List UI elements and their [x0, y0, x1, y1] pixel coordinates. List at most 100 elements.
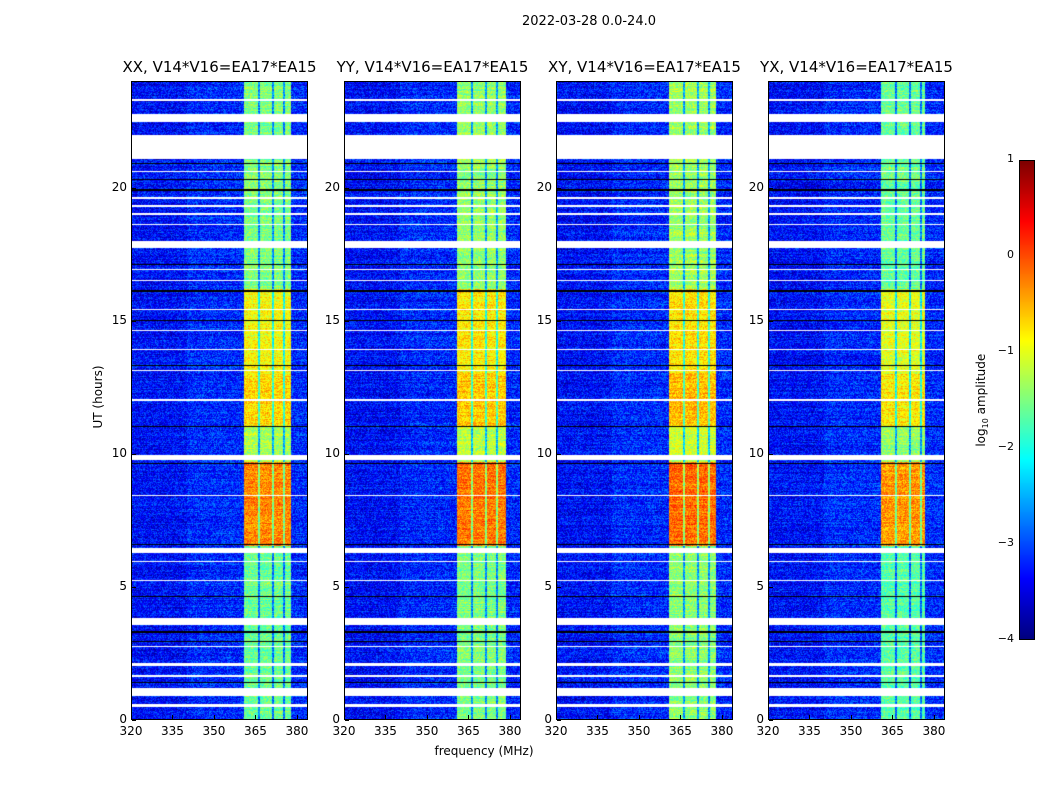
x-axis-label: frequency (MHz) [434, 744, 534, 758]
y-tick-mark [769, 320, 773, 322]
panel-title: YY, V14*V16=EA17*EA15 [336, 58, 529, 76]
y-tick-label: 5 [544, 578, 552, 593]
y-tick-label: 0 [756, 712, 764, 726]
y-tick-label: 5 [756, 578, 764, 593]
x-tick-label: 380 [922, 724, 946, 738]
y-tick-label: 5 [119, 578, 127, 593]
y-tick-mark [345, 720, 349, 721]
x-tick-label: 365 [669, 724, 692, 738]
y-tick-label: 15 [748, 312, 764, 327]
y-tick-label: 10 [748, 445, 764, 460]
x-tick-mark [933, 715, 935, 719]
y-tick-mark [769, 453, 773, 455]
y-tick-label: 10 [324, 445, 340, 460]
y-tick-mark [557, 187, 561, 189]
y-tick-label: 20 [536, 179, 552, 194]
heatmap-panel [556, 81, 733, 720]
x-tick-mark [509, 715, 511, 719]
y-tick-mark [132, 720, 136, 721]
y-tick-label: 0 [332, 712, 340, 726]
x-tick-label: 365 [881, 724, 904, 738]
x-tick-label: 320 [332, 724, 356, 738]
x-tick-mark [768, 715, 769, 719]
y-tick-mark [557, 453, 561, 455]
heatmap-panel [768, 81, 945, 720]
x-tick-mark [131, 715, 132, 719]
y-tick-mark [345, 320, 349, 322]
y-tick-mark [132, 453, 136, 455]
colorbar [1019, 160, 1035, 640]
y-tick-label: 15 [536, 312, 552, 327]
y-tick-mark [769, 720, 773, 721]
x-tick-mark [468, 715, 470, 719]
x-tick-mark [597, 715, 599, 719]
x-tick-mark [344, 715, 345, 719]
colorbar-tick-label: −4 [997, 632, 1014, 645]
x-tick-mark [680, 715, 682, 719]
y-tick-label: 0 [544, 712, 552, 726]
x-tick-label: 350 [415, 724, 439, 738]
colorbar-tick-label: −2 [997, 440, 1014, 453]
panel-title: YX, V14*V16=EA17*EA15 [760, 58, 953, 76]
colorbar-tick-label: −3 [997, 536, 1014, 549]
x-tick-label: 365 [457, 724, 480, 738]
x-tick-label: 380 [498, 724, 522, 738]
y-tick-mark [132, 320, 136, 322]
x-tick-label: 335 [798, 724, 821, 738]
x-tick-mark [809, 715, 811, 719]
panel-title: XY, V14*V16=EA17*EA15 [548, 58, 741, 76]
y-tick-label: 10 [111, 445, 127, 460]
x-tick-label: 365 [244, 724, 267, 738]
x-tick-label: 380 [710, 724, 734, 738]
x-tick-label: 335 [161, 724, 184, 738]
y-tick-label: 20 [748, 179, 764, 194]
y-tick-mark [769, 586, 773, 588]
heatmap [345, 82, 520, 719]
heatmap-panel [131, 81, 308, 720]
x-tick-mark [385, 715, 387, 719]
x-tick-mark [255, 715, 257, 719]
x-tick-mark [721, 715, 723, 719]
colorbar-tick-label: −1 [997, 344, 1014, 357]
heatmap [132, 82, 307, 719]
x-tick-label: 320 [756, 724, 780, 738]
colorbar-tick-label: 0 [1007, 248, 1014, 261]
y-tick-mark [557, 586, 561, 588]
x-tick-mark [172, 715, 174, 719]
y-tick-mark [345, 453, 349, 455]
x-tick-label: 350 [627, 724, 651, 738]
panel-title: XX, V14*V16=EA17*EA15 [122, 58, 317, 76]
y-tick-mark [345, 187, 349, 189]
y-tick-label: 15 [111, 312, 127, 327]
x-tick-mark [556, 715, 557, 719]
y-tick-mark [557, 320, 561, 322]
x-tick-label: 350 [202, 724, 226, 738]
x-tick-label: 380 [285, 724, 309, 738]
y-tick-label: 20 [324, 179, 340, 194]
y-tick-mark [345, 586, 349, 588]
x-tick-label: 335 [374, 724, 397, 738]
y-tick-label: 15 [324, 312, 340, 327]
y-tick-label: 10 [536, 445, 552, 460]
x-tick-mark [213, 715, 215, 719]
x-tick-mark [296, 715, 298, 719]
x-tick-mark [638, 715, 640, 719]
x-tick-mark [426, 715, 428, 719]
x-tick-label: 350 [839, 724, 863, 738]
y-tick-mark [132, 187, 136, 189]
x-tick-label: 320 [119, 724, 143, 738]
figure-title: 2022-03-28 0.0-24.0 [522, 14, 656, 29]
heatmap [769, 82, 944, 719]
x-tick-label: 320 [544, 724, 568, 738]
y-tick-mark [132, 586, 136, 588]
x-tick-mark [850, 715, 852, 719]
heatmap-panel [344, 81, 521, 720]
x-tick-label: 335 [586, 724, 609, 738]
colorbar-tick-label: 1 [1007, 152, 1014, 165]
y-tick-mark [769, 187, 773, 189]
x-tick-mark [892, 715, 894, 719]
y-axis-label: UT (hours) [91, 365, 105, 429]
heatmap [557, 82, 732, 719]
y-tick-label: 20 [111, 179, 127, 194]
